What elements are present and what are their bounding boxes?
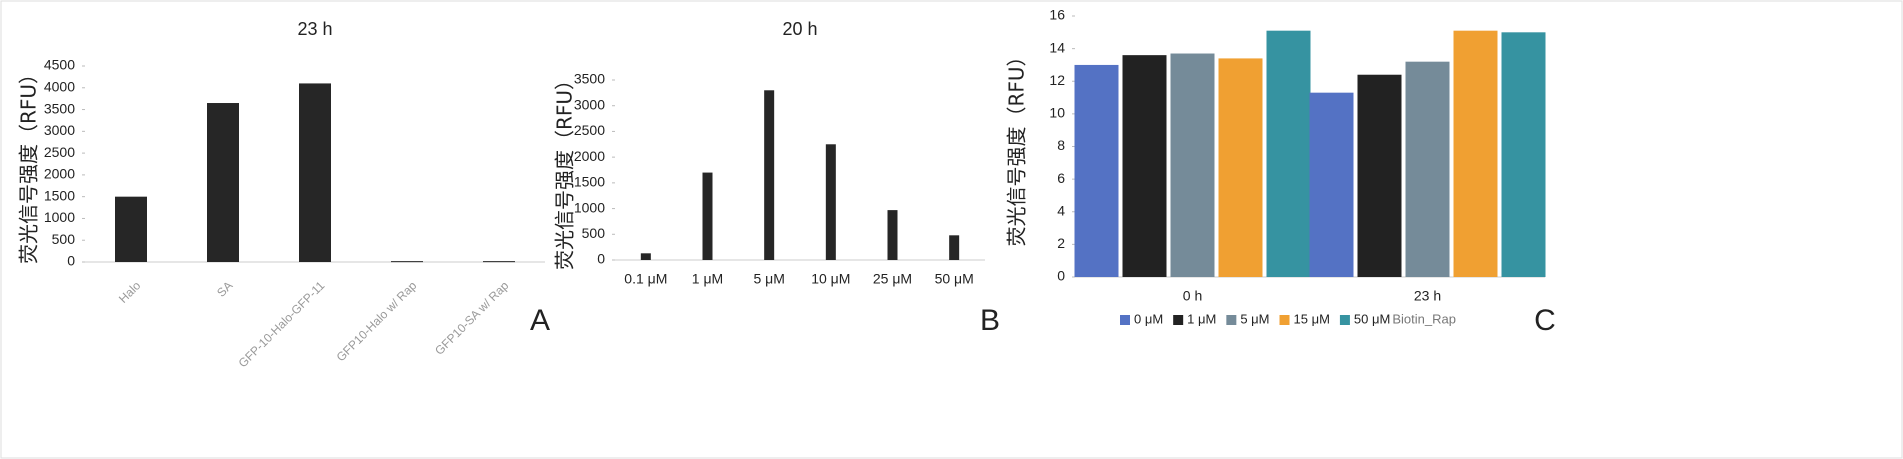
bar — [887, 210, 898, 260]
y-tick-label: 0 — [67, 253, 75, 269]
bar — [1218, 58, 1263, 277]
y-tick-label: 2500 — [44, 144, 75, 160]
bar — [1405, 61, 1450, 277]
bar — [1309, 92, 1354, 277]
bar — [702, 172, 713, 260]
y-tick-label: 6 — [1057, 170, 1065, 186]
legend-label: 5 μM — [1240, 311, 1269, 326]
legend-title: Biotin_Rap — [1392, 311, 1456, 326]
bar — [1501, 32, 1546, 277]
y-tick-label: 1000 — [574, 199, 605, 215]
legend-swatch — [1173, 315, 1184, 325]
legend-swatch — [1120, 315, 1130, 325]
y-tick-label: 3000 — [574, 96, 605, 112]
x-tick-label: 1 μM — [692, 271, 723, 287]
y-tick-label: 3000 — [44, 122, 75, 138]
panel-label: C — [1534, 304, 1556, 337]
x-tick-label: GFP10-SA w/ Rap — [432, 278, 511, 357]
y-tick-label: 4000 — [44, 78, 75, 94]
y-axis-label: 荧光信号强度（RFU） — [17, 64, 41, 264]
y-tick-label: 4500 — [44, 57, 75, 73]
y-tick-label: 1500 — [44, 187, 75, 203]
x-tick-label: GFP-10-Halo-GFP-11 — [236, 278, 328, 370]
bar — [115, 196, 147, 262]
panel-label: A — [530, 304, 550, 337]
y-tick-label: 14 — [1049, 39, 1065, 55]
y-axis-label: 荧光信号强度（RFU） — [1005, 46, 1029, 246]
bar — [764, 90, 775, 261]
bar — [207, 103, 239, 263]
legend-label: 1 μM — [1187, 311, 1216, 326]
y-tick-label: 1500 — [574, 174, 605, 190]
x-tick-label: 10 μM — [811, 271, 850, 287]
legend-label: 50 μM — [1354, 311, 1390, 326]
bar — [825, 144, 836, 260]
bar — [949, 235, 960, 260]
y-tick-label: 500 — [582, 225, 606, 241]
panel-label: B — [980, 304, 1000, 337]
y-tick-label: 8 — [1057, 137, 1065, 153]
y-axis-label: 荧光信号强度（RFU） — [553, 70, 577, 270]
y-tick-label: 2000 — [44, 166, 75, 182]
y-tick-label: 12 — [1049, 72, 1065, 88]
y-tick-label: 4 — [1057, 202, 1065, 218]
y-tick-label: 16 — [1049, 7, 1065, 23]
y-tick-label: 1000 — [44, 209, 75, 225]
x-tick-label: 0.1 μM — [624, 271, 667, 287]
bar — [483, 261, 515, 263]
bar — [1453, 30, 1498, 278]
x-tick-label: GFP10-Halo w/ Rap — [334, 278, 420, 364]
y-tick-label: 500 — [52, 231, 76, 247]
x-tick-label: 50 μM — [935, 271, 974, 287]
bar — [1357, 74, 1402, 277]
chart-title: 20 h — [782, 19, 817, 39]
y-tick-label: 0 — [1057, 268, 1065, 284]
bar — [1074, 64, 1119, 277]
y-tick-label: 3500 — [574, 71, 605, 87]
legend-label: 15 μM — [1294, 311, 1330, 326]
bar — [1122, 55, 1167, 278]
x-tick-label: 0 h — [1183, 288, 1202, 304]
bar — [391, 261, 423, 263]
y-tick-label: 2500 — [574, 122, 605, 138]
legend-swatch — [1226, 315, 1237, 325]
x-tick-label: 23 h — [1414, 288, 1441, 304]
y-tick-label: 0 — [597, 251, 605, 267]
legend-swatch — [1339, 315, 1350, 325]
bar — [640, 253, 651, 260]
x-tick-label: SA — [214, 278, 235, 299]
x-tick-label: Halo — [116, 278, 144, 306]
y-tick-label: 2000 — [574, 148, 605, 164]
bar — [1170, 53, 1215, 277]
x-tick-label: 5 μM — [753, 271, 784, 287]
chart-title: 23 h — [297, 19, 332, 39]
x-tick-label: 25 μM — [873, 271, 912, 287]
bar — [299, 83, 331, 262]
bar — [1266, 30, 1311, 278]
y-tick-label: 10 — [1049, 105, 1065, 121]
legend-swatch — [1279, 315, 1290, 325]
y-tick-label: 3500 — [44, 100, 75, 116]
legend-label: 0 μM — [1134, 311, 1163, 326]
y-tick-label: 2 — [1057, 235, 1065, 251]
